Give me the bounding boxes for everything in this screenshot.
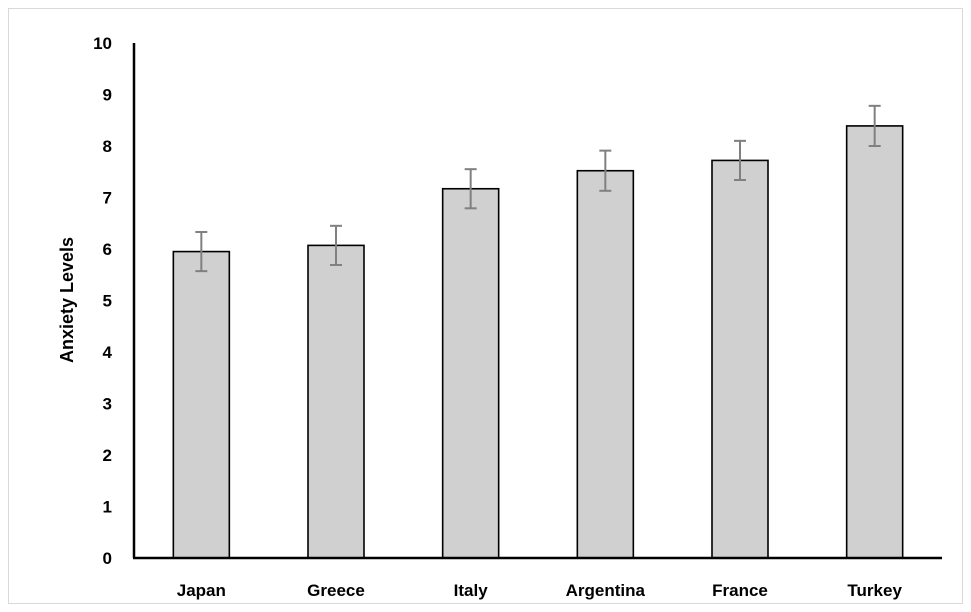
error-bar-greece [330,224,342,266]
x-tick-label-france: France [712,581,768,600]
bars-group [172,125,904,559]
y-tick-label-0: 0 [103,549,112,568]
x-tick-label-japan: Japan [177,581,226,600]
y-tick-label-8: 8 [103,137,112,156]
error-bars-group [195,104,881,273]
error-bar-italy [464,168,477,210]
y-tick-label-4: 4 [103,343,113,362]
bar-japan [172,250,231,559]
y-tick-label-3: 3 [103,395,112,414]
y-tick-label-2: 2 [103,446,112,465]
y-tick-label-9: 9 [103,86,112,105]
x-tick-labels: Japan Greece Italy Argentina France Turkey [177,581,903,600]
x-tick-label-turkey: Turkey [847,581,902,600]
bar-italy [441,187,500,559]
bar-argentina [576,169,635,559]
y-tick-label-6: 6 [103,240,112,259]
error-bar-turkey [868,104,881,147]
y-tick-label-1: 1 [103,498,112,517]
y-axis-title: Anxiety Levels [57,237,77,363]
y-tick-label-10: 10 [93,34,112,53]
x-tick-label-greece: Greece [307,581,365,600]
bar-france [711,159,769,559]
bar-greece [307,244,365,559]
error-bar-argentina [599,149,612,192]
x-tick-label-argentina: Argentina [566,581,646,600]
y-tick-label-7: 7 [103,189,112,208]
error-bar-france [734,139,746,181]
x-tick-label-italy: Italy [454,581,489,600]
y-tick-label-5: 5 [103,292,112,311]
bar-turkey [845,125,904,559]
error-bar-japan [195,231,208,273]
y-tick-labels: 0 1 2 3 4 5 6 7 8 9 10 [93,34,112,568]
